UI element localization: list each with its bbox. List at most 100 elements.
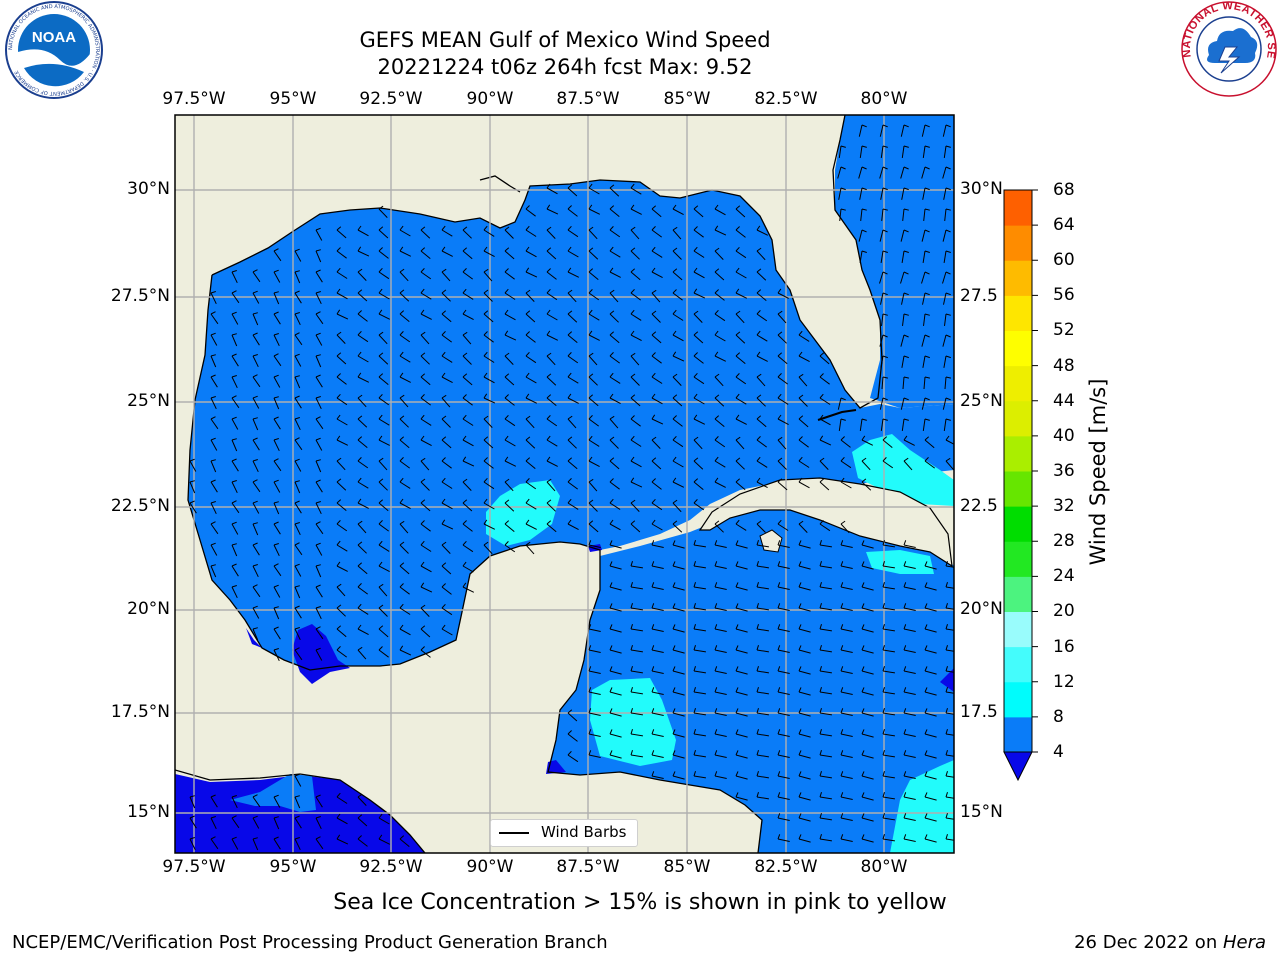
wind-barb: [357, 817, 368, 827]
wind-barb: [567, 481, 578, 490]
wind-barb: [378, 544, 390, 552]
wind-barb: [378, 418, 390, 426]
wind-barb: [900, 229, 905, 242]
wind-barb-flag: [399, 225, 404, 231]
wind-barb: [609, 334, 620, 344]
wind-barb: [882, 565, 895, 569]
wind-barb: [483, 481, 495, 490]
wind-barb: [378, 397, 390, 406]
wind-barb-flag: [483, 541, 489, 546]
wind-barb-flag: [273, 563, 279, 567]
wind-barb: [588, 691, 601, 695]
wind-barb: [945, 712, 954, 715]
wind-barb: [756, 481, 768, 489]
wind-barb-flag: [504, 541, 509, 546]
wind-barb-flag: [567, 457, 573, 462]
wind-barb-flag: [756, 582, 759, 588]
wind-barb-flag: [567, 436, 573, 441]
wind-barb-flag: [399, 624, 404, 630]
lon-label-top: 97.5°W: [162, 89, 226, 109]
wind-barb-flag: [735, 457, 741, 462]
wind-barb: [756, 355, 768, 362]
wind-barb: [252, 313, 259, 326]
wind-barb-flag: [945, 271, 951, 275]
lat-label-left: 22.5°N: [110, 496, 170, 516]
wind-barb: [546, 397, 557, 406]
wind-barb-flag: [903, 250, 909, 253]
wind-barb-flag: [672, 456, 677, 462]
wind-barb: [798, 460, 810, 468]
wind-barb-flag: [840, 520, 846, 525]
wind-barb: [861, 754, 874, 759]
wind-barb-flag: [609, 246, 614, 252]
wind-barb: [714, 334, 726, 342]
wind-barb: [735, 691, 748, 696]
wind-barb: [378, 481, 388, 491]
wind-barb: [462, 397, 473, 406]
wind-barb: [357, 586, 368, 595]
wind-barb-flag: [693, 288, 698, 294]
wind-barb: [336, 250, 347, 259]
wind-barb: [880, 418, 884, 431]
wind-barb: [693, 502, 705, 511]
wind-barb: [838, 418, 842, 431]
wind-barb-flag: [588, 204, 593, 210]
lat-label-left: 25°N: [127, 391, 170, 411]
wind-barb: [462, 523, 473, 532]
wind-barb: [588, 250, 599, 260]
wind-barb-flag: [609, 519, 614, 525]
wind-barb-flag: [567, 709, 573, 714]
wind-barb-flag: [315, 501, 321, 504]
wind-barb: [861, 838, 874, 843]
wind-barb: [672, 502, 682, 513]
colorbar-segment: [1004, 365, 1032, 402]
wind-barb: [357, 418, 368, 428]
wind-barb: [924, 691, 937, 696]
wind-barb-flag: [693, 771, 696, 777]
wind-barb-flag: [357, 603, 362, 609]
wind-barb-flag: [378, 625, 384, 630]
map-frame: [174, 114, 955, 854]
wind-barb-flag: [441, 351, 446, 357]
wind-barb-flag: [735, 729, 739, 735]
wind-barb-flag: [588, 247, 594, 252]
wind-barb: [630, 208, 642, 215]
wind-barb: [651, 544, 664, 548]
wind-barb-flag: [399, 583, 404, 588]
wind-barb: [756, 250, 766, 261]
wind-barb: [273, 250, 282, 262]
wind-barb-flag: [924, 457, 929, 462]
wind-barb-flag: [840, 645, 844, 651]
wind-barb-flag: [777, 310, 783, 315]
wind-barb: [609, 292, 619, 303]
wind-barb: [672, 229, 682, 240]
wind-barb-flag: [882, 687, 885, 693]
wind-barb: [903, 460, 913, 471]
wind-barb-flag: [756, 373, 762, 378]
wind-barb: [651, 754, 664, 758]
wind-barb: [840, 691, 853, 695]
wind-barb-flag: [483, 310, 489, 315]
wind-barb-flag: [630, 415, 635, 420]
wind-barb-flag: [945, 145, 951, 148]
colorbar-tick: 44: [1053, 391, 1075, 411]
wind-barb-flag: [840, 834, 844, 840]
colorbar-segment: [1004, 716, 1032, 753]
lat-label-right: 17.5: [960, 702, 998, 722]
wind-barb: [693, 271, 705, 279]
wind-barb-flag: [651, 708, 655, 714]
wind-barb: [525, 397, 538, 404]
wind-barb: [921, 166, 926, 179]
wind-barb-flag: [819, 457, 825, 462]
wind-barb: [714, 586, 727, 590]
wind-barb-flag: [252, 395, 258, 399]
wind-barb-flag: [903, 292, 909, 296]
wind-barb: [756, 334, 768, 342]
wind-barb-flag: [861, 729, 865, 735]
wind-barb: [441, 418, 451, 428]
wind-barb-flag: [336, 540, 341, 546]
wind-barb: [942, 397, 947, 410]
wind-barb-flag: [273, 816, 279, 819]
wind-barb: [945, 628, 954, 631]
wind-barb: [942, 334, 947, 347]
